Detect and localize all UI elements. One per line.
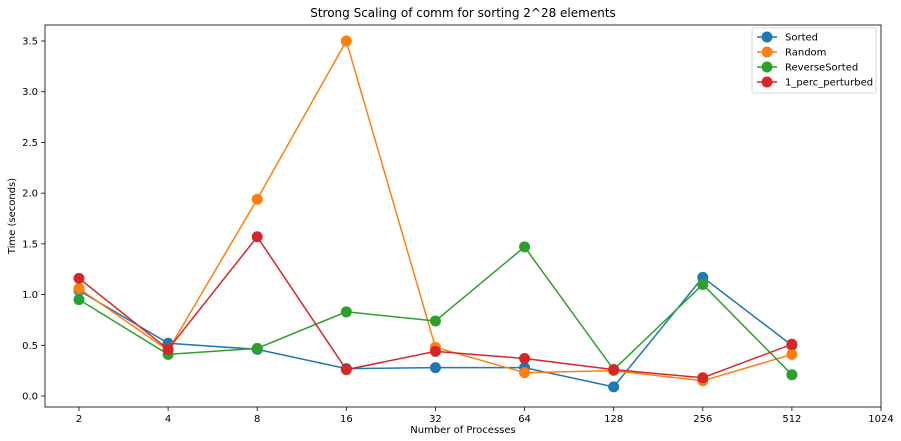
legend-marker bbox=[761, 76, 773, 88]
legend-item: 1_perc_perturbed bbox=[757, 76, 873, 89]
legend-marker bbox=[761, 61, 773, 73]
legend: Sorted Random ReverseSorted 1_perc_perturbe… bbox=[751, 27, 877, 94]
data-point bbox=[608, 381, 620, 393]
data-point bbox=[519, 241, 531, 253]
y-axis: 0.0 0.5 1.0 1.5 2.0 2.5 3.0 3.5 bbox=[22, 37, 45, 403]
y-tick-label: 2.5 bbox=[22, 138, 38, 149]
legend-label: ReverseSorted bbox=[785, 63, 858, 74]
x-tick-label: 4 bbox=[165, 414, 171, 425]
series-reversesorted bbox=[73, 241, 798, 381]
legend-label: 1_perc_perturbed bbox=[785, 78, 873, 89]
data-point bbox=[519, 352, 531, 364]
data-point bbox=[340, 35, 352, 47]
data-point bbox=[608, 364, 620, 376]
data-point bbox=[73, 272, 85, 284]
y-tick-label: 0.0 bbox=[22, 392, 38, 403]
y-tick-label: 3.5 bbox=[22, 37, 38, 48]
data-point bbox=[786, 348, 798, 360]
x-tick-label: 2 bbox=[76, 414, 82, 425]
series-random bbox=[73, 35, 798, 387]
x-tick-label: 32 bbox=[429, 414, 442, 425]
data-point bbox=[340, 306, 352, 318]
x-tick-label: 16 bbox=[340, 414, 353, 425]
data-point bbox=[251, 342, 263, 354]
x-tick-label: 128 bbox=[604, 414, 623, 425]
data-point bbox=[697, 372, 709, 384]
data-point bbox=[251, 193, 263, 205]
data-point bbox=[340, 364, 352, 376]
data-point bbox=[786, 369, 798, 381]
x-tick-label: 8 bbox=[254, 414, 260, 425]
plot-area-frame bbox=[44, 24, 882, 408]
y-tick-label: 1.5 bbox=[22, 239, 38, 250]
y-tick-label: 3.0 bbox=[22, 87, 38, 98]
series-line bbox=[78, 39, 793, 382]
series-layer bbox=[73, 35, 798, 393]
y-tick-label: 0.5 bbox=[22, 341, 38, 352]
legend-label: Random bbox=[785, 48, 826, 59]
chart-title: Strong Scaling of comm for sorting 2^28 … bbox=[310, 6, 616, 20]
x-tick-label: 512 bbox=[782, 414, 801, 425]
x-axis-label: Number of Processes bbox=[410, 425, 515, 436]
data-point bbox=[73, 294, 85, 306]
data-point bbox=[519, 367, 531, 379]
data-point bbox=[786, 338, 798, 350]
x-tick-label: 1024 bbox=[868, 414, 893, 425]
legend-marker bbox=[761, 31, 773, 43]
data-point bbox=[251, 231, 263, 243]
x-tick-label: 256 bbox=[693, 414, 712, 425]
data-point bbox=[73, 282, 85, 294]
legend-item: ReverseSorted bbox=[757, 61, 858, 74]
legend-item: Random bbox=[757, 46, 826, 59]
x-axis: 2 4 8 16 32 64 128 256 512 1024 bbox=[76, 407, 894, 425]
data-point bbox=[162, 343, 174, 355]
x-tick-label: 64 bbox=[518, 414, 531, 425]
data-point bbox=[429, 345, 441, 357]
data-point bbox=[429, 362, 441, 374]
y-tick-label: 2.0 bbox=[22, 189, 38, 200]
legend-frame bbox=[751, 27, 877, 94]
data-point bbox=[429, 315, 441, 327]
legend-marker bbox=[761, 46, 773, 58]
y-tick-label: 1.0 bbox=[22, 290, 38, 301]
y-axis-label: Time (seconds) bbox=[7, 178, 18, 255]
series-1-perc-perturbed bbox=[73, 231, 798, 384]
data-point bbox=[697, 278, 709, 290]
legend-item: Sorted bbox=[757, 31, 818, 44]
legend-label: Sorted bbox=[785, 33, 818, 44]
